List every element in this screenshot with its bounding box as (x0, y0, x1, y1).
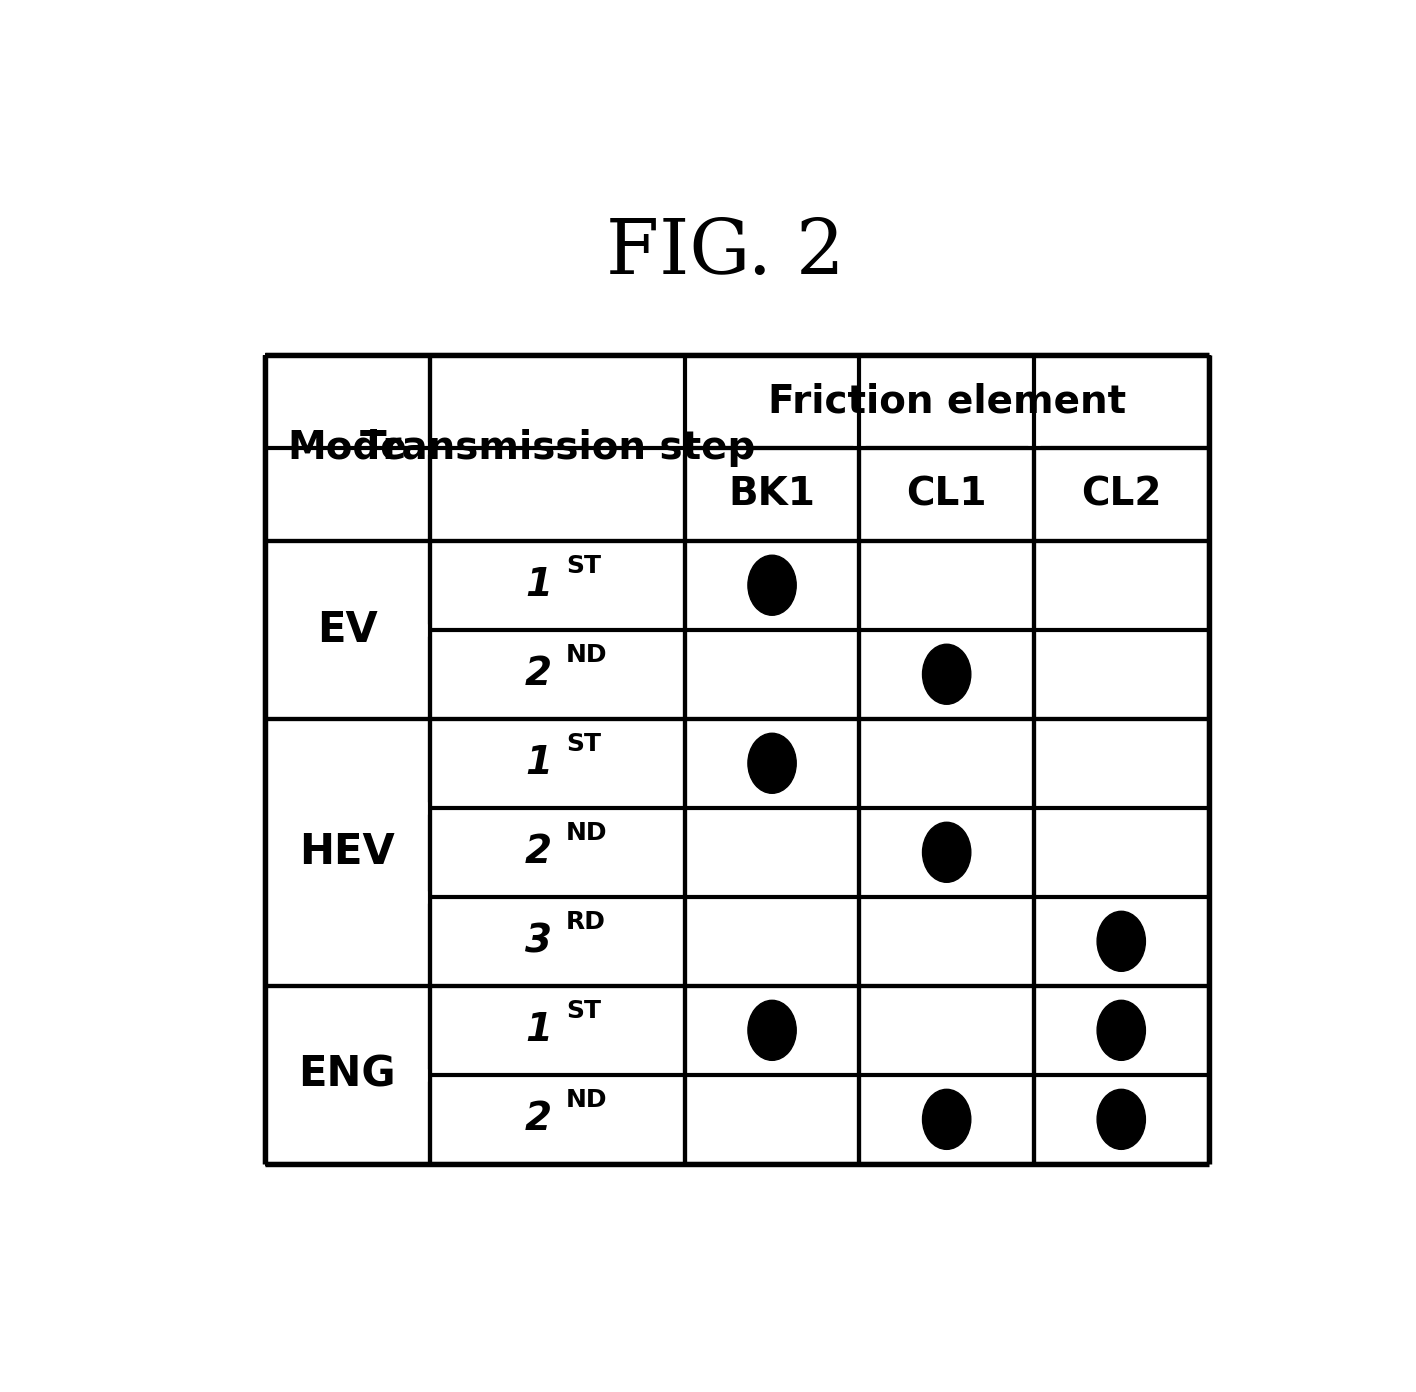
Ellipse shape (748, 555, 796, 615)
Text: 2: 2 (525, 656, 552, 693)
Text: ST: ST (566, 998, 602, 1023)
Text: Friction element: Friction element (767, 383, 1126, 420)
Text: ST: ST (566, 554, 602, 578)
Text: HEV: HEV (300, 831, 395, 873)
Text: Mode: Mode (287, 429, 408, 466)
Ellipse shape (748, 734, 796, 793)
Text: Transmission step: Transmission step (360, 429, 755, 466)
Text: FIG. 2: FIG. 2 (606, 216, 845, 290)
Text: 1: 1 (525, 567, 552, 604)
Text: ND: ND (566, 821, 607, 845)
Text: ND: ND (566, 643, 607, 667)
Ellipse shape (748, 1001, 796, 1061)
Text: 2: 2 (525, 1100, 552, 1139)
Ellipse shape (1097, 1001, 1146, 1061)
Ellipse shape (1097, 1090, 1146, 1150)
Text: 1: 1 (525, 1012, 552, 1050)
Text: BK1: BK1 (729, 475, 816, 514)
Text: 3: 3 (525, 923, 552, 960)
Text: EV: EV (317, 608, 378, 650)
Ellipse shape (1097, 912, 1146, 972)
Text: 2: 2 (525, 834, 552, 871)
Ellipse shape (922, 644, 971, 704)
Ellipse shape (922, 823, 971, 883)
Text: ST: ST (566, 732, 602, 756)
Text: 1: 1 (525, 745, 552, 782)
Ellipse shape (922, 1090, 971, 1150)
Text: CL1: CL1 (906, 475, 987, 514)
Text: RD: RD (566, 910, 606, 934)
Text: ND: ND (566, 1087, 607, 1112)
Text: CL2: CL2 (1080, 475, 1161, 514)
Text: ENG: ENG (299, 1054, 396, 1096)
